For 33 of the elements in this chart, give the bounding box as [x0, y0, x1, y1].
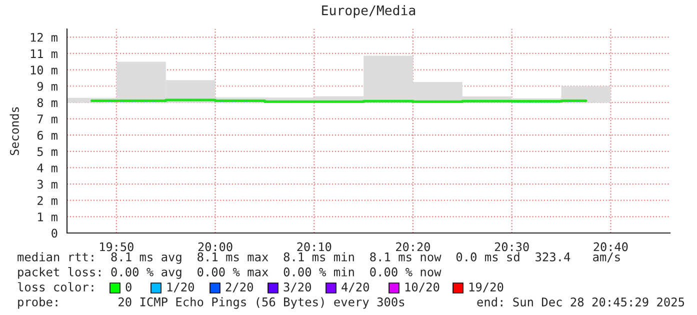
y-tick-label: 3 m: [37, 180, 58, 189]
y-tick-label: 4 m: [37, 164, 58, 172]
y-tick-label: 0: [52, 228, 58, 238]
text: 19/20: [469, 282, 504, 292]
text: probe: 20 ICMP Echo Pings (56 Bytes) every 300s: [18, 297, 404, 309]
y-tick-label: 8 m: [37, 98, 58, 108]
text: 1/20: [167, 282, 194, 292]
text: 3/20: [284, 282, 311, 292]
x-tick-label: 20:30: [494, 242, 529, 252]
y-tick-label: 5 m: [37, 147, 58, 156]
chart-title: Europe/Media: [322, 5, 416, 18]
x-tick-label: 20:40: [594, 242, 628, 252]
x-tick-label: 20:10: [297, 242, 332, 252]
y-tick-label: 11 m: [30, 49, 58, 58]
x-tick-label: 20:20: [396, 242, 430, 252]
y-tick-label: 10 m: [30, 66, 58, 74]
y-tick-label: 6 m: [37, 130, 58, 140]
x-tick-label: 19:50: [100, 242, 134, 252]
text: packet loss: 0.00 % avg 0.00 % max 0.00 % min 0.00 % now: [18, 267, 442, 279]
y-tick-label: 1 m: [38, 212, 58, 222]
text: 0: [126, 282, 132, 292]
text: loss color:: [18, 282, 94, 292]
y-tick-label: 9 m: [37, 82, 58, 91]
text: end: Sun Dec 28 20:45:29 2025: [477, 297, 684, 306]
text: 2/20: [226, 282, 253, 292]
text: 4/20: [342, 282, 369, 292]
text: median rtt: 8.1 ms avg 8.1 ms max 8.1 ms min 8.1 ms now 0.0 ms sd 323.4 am/s: [18, 252, 620, 264]
y-tick-label: 2 m: [38, 196, 58, 205]
x-tick-label: 20:00: [198, 242, 232, 252]
y-tick-label: 7 m: [37, 114, 58, 124]
y-axis-title: Seconds: [10, 107, 19, 156]
text: 10/20: [405, 282, 440, 292]
y-tick-label: 12 m: [30, 32, 58, 42]
